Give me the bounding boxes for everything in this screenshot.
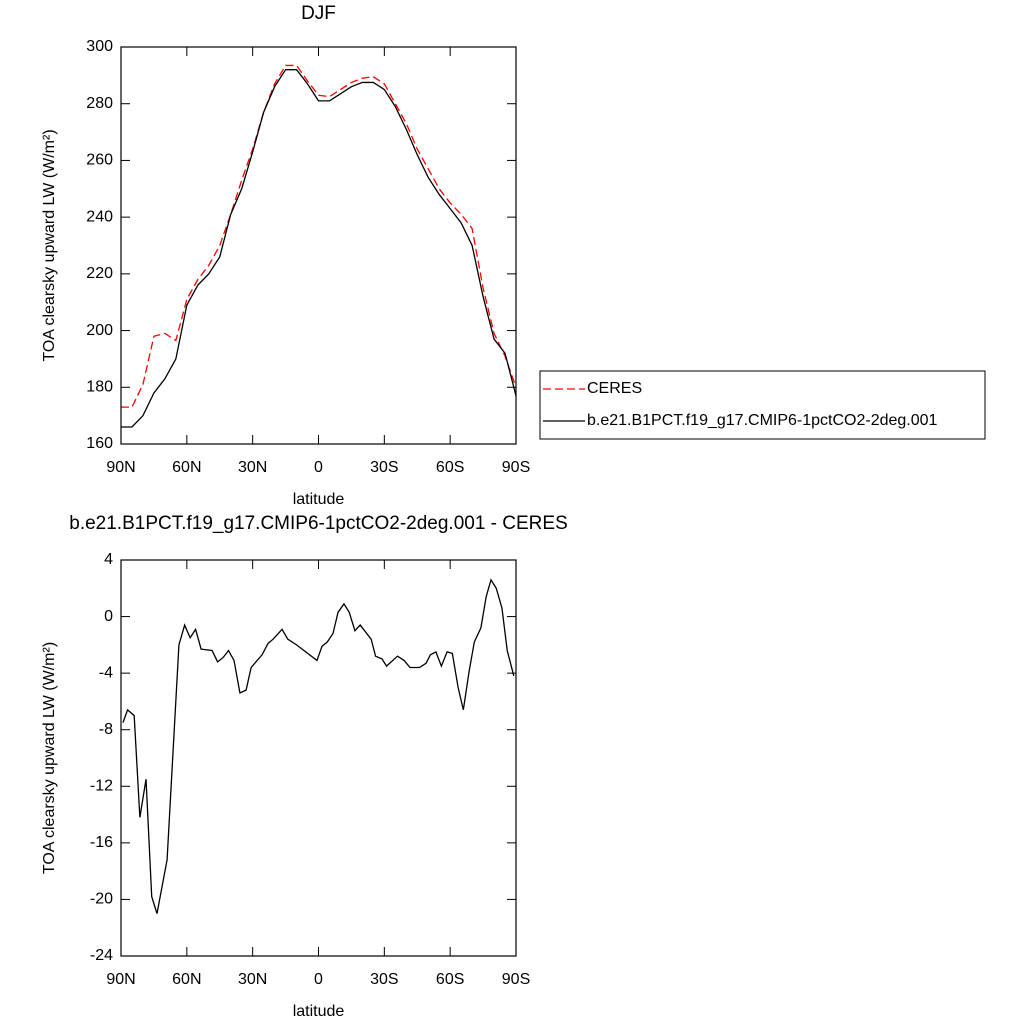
y-tick-label: 200 bbox=[86, 322, 113, 339]
x-tick-label: 60N bbox=[172, 459, 201, 476]
x-tick-label: 90N bbox=[106, 459, 135, 476]
legend-box bbox=[539, 370, 986, 440]
x-axis-title: latitude bbox=[293, 1003, 345, 1020]
x-tick-label: 90N bbox=[106, 971, 135, 988]
y-tick-label: -12 bbox=[90, 778, 113, 795]
y-tick-label: -8 bbox=[99, 721, 113, 738]
legend-label: CERES bbox=[587, 380, 642, 397]
y-tick-label: 280 bbox=[86, 95, 113, 112]
x-axis-title: latitude bbox=[293, 491, 345, 508]
y-tick-label: 300 bbox=[86, 38, 113, 55]
y-tick-label: -20 bbox=[90, 891, 113, 908]
y-tick-label: 4 bbox=[104, 551, 113, 568]
y-tick-label: 240 bbox=[86, 208, 113, 225]
y-tick-label: 220 bbox=[86, 265, 113, 282]
data-line bbox=[122, 578, 515, 914]
y-tick-label: 0 bbox=[104, 608, 113, 625]
plot-frame bbox=[120, 46, 517, 445]
x-tick-label: 90S bbox=[502, 971, 530, 988]
x-tick-label: 30N bbox=[238, 971, 267, 988]
y-tick-label: 180 bbox=[86, 379, 113, 396]
legend-label: b.e21.B1PCT.f19_g17.CMIP6-1pctCO2-2deg.0… bbox=[587, 412, 938, 429]
chart-title: b.e21.B1PCT.f19_g17.CMIP6-1pctCO2-2deg.0… bbox=[69, 513, 568, 534]
x-tick-label: 30N bbox=[238, 459, 267, 476]
data-line bbox=[121, 69, 517, 428]
y-axis-title: TOA clearsky upward LW (W/m²) bbox=[41, 642, 58, 874]
x-tick-label: 60S bbox=[436, 971, 464, 988]
x-tick-label: 0 bbox=[314, 459, 323, 476]
chart-title: DJF bbox=[301, 3, 336, 24]
x-tick-label: 0 bbox=[314, 971, 323, 988]
x-tick-label: 60S bbox=[436, 459, 464, 476]
data-line bbox=[121, 64, 517, 408]
x-tick-label: 30S bbox=[370, 971, 398, 988]
x-tick-label: 30S bbox=[370, 459, 398, 476]
y-axis-title: TOA clearsky upward LW (W/m²) bbox=[41, 129, 58, 361]
y-tick-label: -16 bbox=[90, 834, 113, 851]
x-tick-label: 90S bbox=[502, 459, 530, 476]
y-tick-label: 260 bbox=[86, 152, 113, 169]
y-tick-label: 160 bbox=[86, 435, 113, 452]
x-tick-label: 60N bbox=[172, 971, 201, 988]
y-tick-label: -4 bbox=[99, 664, 113, 681]
plot-frame bbox=[120, 559, 517, 957]
y-tick-label: -24 bbox=[90, 947, 113, 964]
